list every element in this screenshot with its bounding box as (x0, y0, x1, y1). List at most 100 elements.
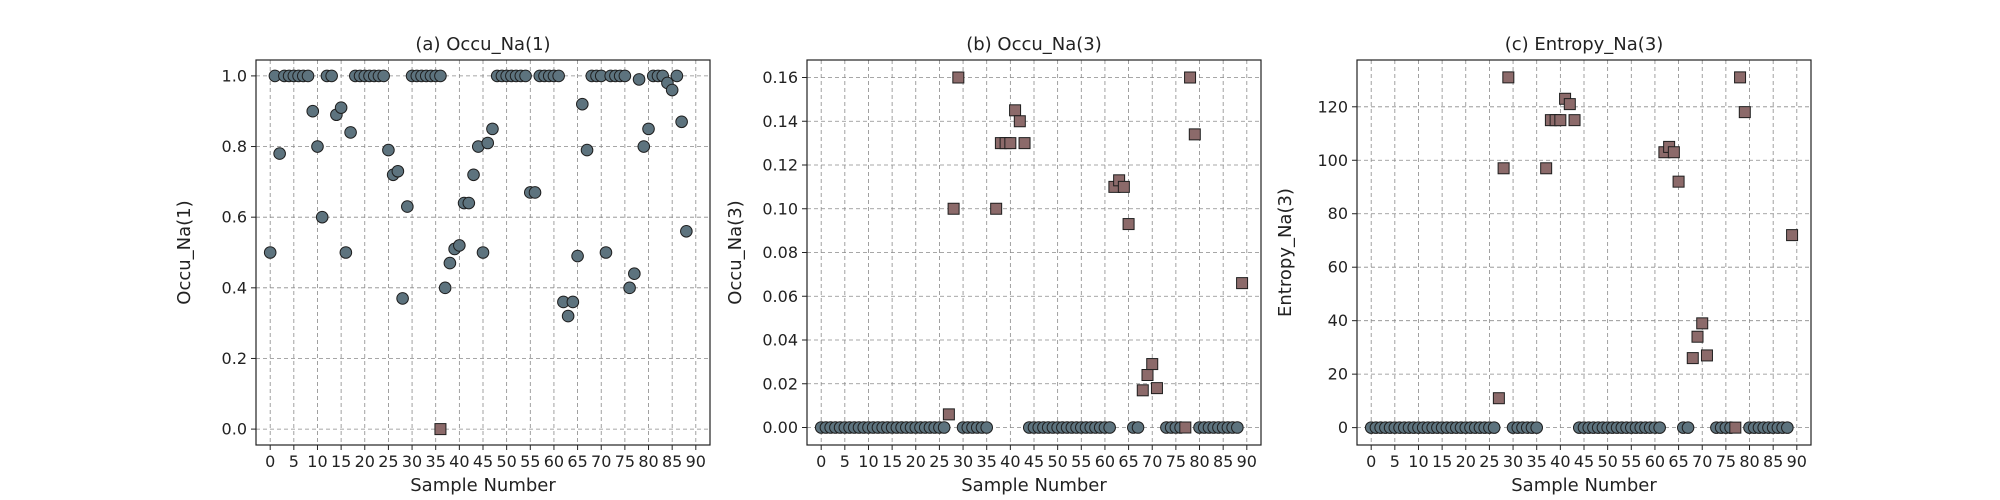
x-tick-label: 50 (496, 452, 516, 471)
x-tick-label: 25 (1479, 452, 1499, 471)
x-tick-label: 15 (331, 452, 351, 471)
y-axis-label: Occu_Na(1) (174, 200, 195, 304)
chart-title: (a) Occu_Na(1) (415, 34, 550, 55)
x-tick-label: 45 (1574, 452, 1594, 471)
x-axis-label: Sample Number (1511, 475, 1657, 496)
data-point-circle (937, 421, 951, 434)
data-point-circle (306, 104, 320, 118)
x-tick-label: 5 (289, 452, 299, 471)
data-point-square (1004, 137, 1017, 150)
x-axis-label: Sample Number (961, 475, 1107, 496)
data-point-circle (467, 168, 480, 182)
data-point-square (1013, 115, 1026, 128)
x-tick-label: 30 (953, 452, 973, 471)
data-point-square (1672, 175, 1685, 188)
x-tick-label: 75 (1716, 452, 1736, 471)
x-tick-label: 70 (1142, 452, 1162, 471)
y-tick-label: 60 (1328, 258, 1348, 277)
chart-title: (c) Entropy_Na(3) (1505, 34, 1664, 55)
y-tick-label: 0.16 (762, 68, 798, 87)
data-point-square (1009, 104, 1022, 117)
data-point-square (1729, 421, 1742, 434)
y-axis-label: Occu_Na(3) (725, 200, 746, 304)
y-tick-label: 0.10 (762, 199, 798, 218)
x-tick-label: 40 (1550, 452, 1570, 471)
x-tick-label: 10 (858, 452, 878, 471)
data-point-circle (980, 421, 994, 434)
x-tick-label: 20 (906, 452, 926, 471)
data-point-circle (670, 69, 684, 83)
y-tick-label: 0 (1338, 418, 1348, 437)
x-tick-label: 80 (1739, 452, 1759, 471)
data-point-circle (576, 97, 589, 111)
data-point-circle (401, 200, 414, 213)
x-tick-label: 60 (1645, 452, 1665, 471)
data-point-square (952, 71, 965, 84)
data-point-circle (1103, 421, 1116, 434)
data-point-square (1568, 114, 1581, 127)
x-tick-label: 85 (1763, 452, 1783, 471)
data-point-square (1018, 137, 1031, 150)
data-point-square (1554, 114, 1567, 127)
data-point-circle (618, 69, 632, 83)
data-point-square (1141, 369, 1154, 381)
data-point-circle (561, 309, 575, 323)
data-point-circle (391, 164, 405, 178)
data-point-circle (528, 186, 542, 199)
data-point-square (1700, 349, 1713, 362)
x-tick-label: 20 (1456, 452, 1476, 471)
data-point-circle (675, 115, 688, 129)
data-point-circle (263, 246, 277, 259)
data-point-square (1667, 146, 1680, 159)
x-tick-label: 50 (1597, 452, 1617, 471)
data-point-square (1492, 392, 1505, 405)
data-point-square (1497, 162, 1510, 175)
data-point-circle (382, 143, 395, 157)
data-point-square (1188, 128, 1201, 141)
y-tick-label: 80 (1328, 204, 1348, 223)
data-point-circle (377, 69, 390, 83)
chart-panel-0: 0 5 10 15 20 25 30 35 40 45 50 55 60 65 70 75 80 85 90 0.0 0… (174, 34, 711, 496)
data-point-circle (434, 69, 447, 83)
data-point-square (1786, 229, 1799, 242)
x-tick-label: 0 (1366, 452, 1376, 471)
x-tick-label: 85 (1213, 452, 1233, 471)
data-point-circle (637, 140, 651, 153)
y-tick-label: 0.8 (222, 137, 247, 156)
data-point-square (1738, 106, 1751, 119)
data-point-square (1696, 317, 1709, 330)
y-tick-label: 0.4 (222, 278, 247, 297)
data-point-circle (443, 256, 457, 270)
data-point-circle (580, 143, 594, 157)
x-tick-label: 55 (520, 452, 540, 471)
data-point-circle (1131, 421, 1145, 434)
data-point-square (990, 202, 1003, 215)
data-point-square (1117, 180, 1130, 193)
x-tick-label: 15 (1432, 452, 1452, 471)
data-point-square (1236, 277, 1249, 290)
data-point-circle (344, 126, 357, 139)
data-point-circle (334, 101, 348, 114)
data-point-circle (680, 225, 693, 238)
chart-panel-2: 0 5 10 15 20 25 30 35 40 45 50 55 60 65 70 75 80 85 900204… (1275, 34, 1812, 496)
x-tick-label: 75 (1166, 452, 1186, 471)
y-tick-label: 0.06 (762, 287, 798, 306)
data-point-circle (628, 267, 641, 280)
x-tick-label: 45 (1024, 452, 1044, 471)
x-tick-label: 15 (882, 452, 902, 471)
data-point-circle (396, 292, 409, 305)
y-tick-label: 40 (1328, 311, 1348, 330)
x-tick-label: 30 (1503, 452, 1523, 471)
x-tick-label: 5 (1390, 452, 1400, 471)
data-point-circle (301, 69, 315, 83)
data-point-square (1540, 162, 1553, 175)
data-point-circle (1681, 421, 1695, 434)
x-tick-label: 20 (355, 452, 375, 471)
x-tick-label: 50 (1047, 452, 1067, 471)
data-point-circle (571, 249, 584, 263)
data-point-square (1150, 382, 1163, 395)
y-axis-label: Entropy_Na(3) (1275, 188, 1296, 317)
data-point-square (1136, 384, 1149, 397)
data-point-square (434, 423, 447, 436)
x-tick-label: 0 (816, 452, 826, 471)
